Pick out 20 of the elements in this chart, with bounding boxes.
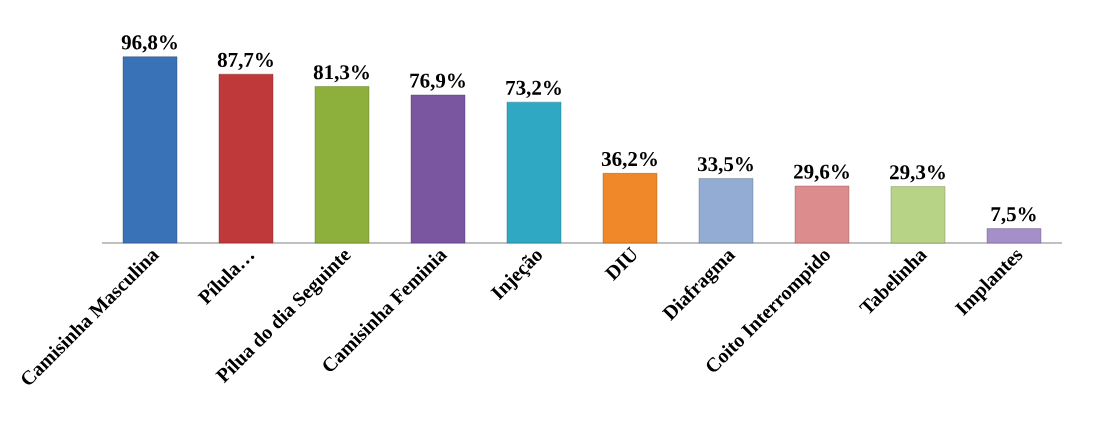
data-label: 36,2% <box>601 151 657 170</box>
bar <box>698 178 754 244</box>
data-label: 76,9% <box>410 73 465 91</box>
data-label: 73,2% <box>506 80 561 98</box>
data-label: 81,3% <box>313 65 369 83</box>
data-label: 29,6% <box>794 164 849 182</box>
bar <box>794 185 850 244</box>
bar <box>602 173 658 244</box>
data-label: 7,5% <box>991 207 1036 225</box>
data-label: 33,5% <box>697 157 753 175</box>
bar <box>314 86 370 244</box>
bar <box>122 56 178 244</box>
data-label: 96,8% <box>121 35 177 53</box>
data-label: 29,3% <box>890 165 945 183</box>
bar <box>506 101 562 244</box>
bar <box>410 94 466 244</box>
bar <box>890 186 946 244</box>
data-label: 87,7% <box>217 52 273 71</box>
bar <box>986 228 1042 244</box>
bar <box>218 74 274 244</box>
